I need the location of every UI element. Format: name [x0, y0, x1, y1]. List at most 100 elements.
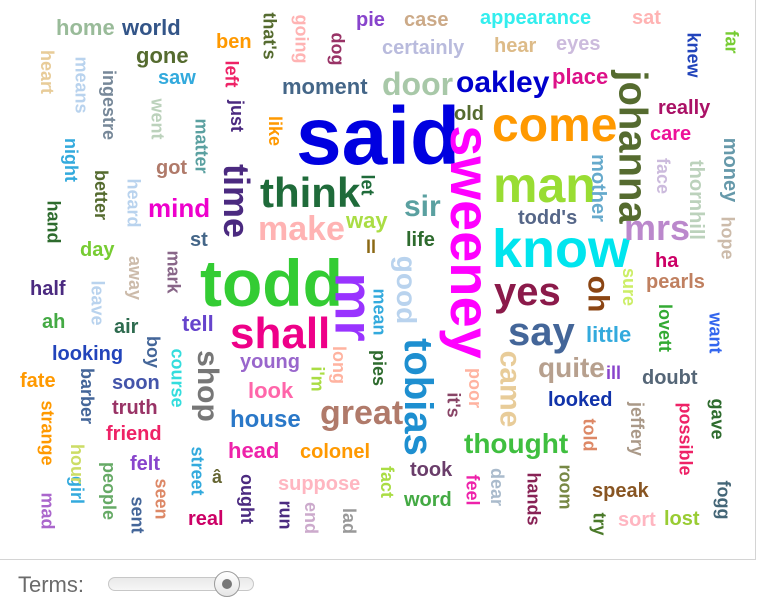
cloud-term-99[interactable]: barber: [77, 367, 98, 425]
cloud-term-108[interactable]: mark: [163, 249, 184, 294]
cloud-term-43[interactable]: possible: [675, 401, 696, 476]
cloud-term-72[interactable]: want: [705, 311, 726, 354]
cloud-term-40[interactable]: look: [248, 378, 294, 403]
cloud-term-121[interactable]: like: [265, 115, 286, 147]
cloud-term-11[interactable]: tobias: [395, 338, 440, 456]
cloud-term-70[interactable]: sure: [619, 267, 640, 307]
cloud-term-138[interactable]: sat: [632, 7, 661, 29]
cloud-term-32[interactable]: mother: [586, 154, 609, 222]
cloud-term-45[interactable]: truth: [112, 397, 158, 419]
cloud-term-62[interactable]: way: [346, 208, 388, 233]
cloud-term-6[interactable]: johanna: [610, 69, 655, 224]
cloud-term-53[interactable]: real: [188, 508, 224, 530]
cloud-term-49[interactable]: suppose: [278, 473, 361, 495]
cloud-term-87[interactable]: ought: [236, 474, 257, 524]
cloud-term-61[interactable]: st: [190, 229, 208, 251]
cloud-term-91[interactable]: street: [187, 445, 208, 496]
cloud-term-19[interactable]: sir: [404, 190, 441, 223]
cloud-term-124[interactable]: going: [290, 14, 311, 63]
cloud-term-112[interactable]: night: [60, 138, 81, 182]
cloud-term-12[interactable]: say: [508, 310, 575, 354]
cloud-term-90[interactable]: run: [275, 500, 295, 529]
cloud-term-38[interactable]: tell: [182, 311, 214, 336]
terms-slider[interactable]: [108, 571, 256, 597]
cloud-term-25[interactable]: oh: [580, 275, 614, 312]
cloud-term-132[interactable]: pie: [356, 9, 385, 31]
cloud-term-1[interactable]: sweeney: [438, 125, 502, 359]
cloud-term-94[interactable]: people: [99, 461, 120, 521]
cloud-term-31[interactable]: really: [658, 97, 711, 119]
cloud-term-115[interactable]: heart: [37, 49, 58, 95]
cloud-term-27[interactable]: house: [230, 406, 301, 433]
cloud-term-22[interactable]: good: [391, 255, 423, 325]
cloud-term-24[interactable]: thought: [464, 428, 569, 459]
cloud-term-85[interactable]: fact: [377, 465, 398, 499]
cloud-term-139[interactable]: knew: [683, 31, 704, 78]
cloud-term-107[interactable]: away: [125, 255, 146, 301]
cloud-term-57[interactable]: half: [30, 278, 66, 300]
cloud-term-131[interactable]: saw: [158, 67, 196, 89]
cloud-term-114[interactable]: ingestre: [99, 69, 120, 141]
cloud-term-103[interactable]: long: [329, 346, 349, 384]
cloud-term-96[interactable]: mad: [37, 491, 58, 530]
cloud-term-20[interactable]: came: [492, 350, 526, 427]
cloud-term-8[interactable]: shall: [230, 309, 331, 358]
cloud-term-136[interactable]: eyes: [556, 33, 601, 55]
cloud-term-120[interactable]: just: [227, 99, 248, 133]
cloud-term-51[interactable]: took: [410, 459, 453, 481]
cloud-term-81[interactable]: dear: [487, 467, 508, 507]
cloud-term-9[interactable]: think: [260, 169, 361, 216]
cloud-term-35[interactable]: pearls: [646, 271, 705, 293]
cloud-term-110[interactable]: better: [91, 169, 112, 221]
cloud-term-82[interactable]: feel: [462, 473, 483, 506]
cloud-term-73[interactable]: gave: [707, 397, 728, 440]
cloud-term-135[interactable]: hear: [494, 35, 537, 57]
cloud-term-36[interactable]: head: [228, 438, 280, 463]
cloud-term-105[interactable]: mean: [369, 287, 390, 336]
cloud-term-3[interactable]: know: [492, 219, 631, 279]
cloud-term-16[interactable]: oakley: [456, 66, 550, 99]
cloud-term-23[interactable]: quite: [538, 352, 605, 383]
cloud-term-10[interactable]: time: [216, 163, 258, 239]
cloud-term-0[interactable]: said: [296, 91, 461, 182]
cloud-term-29[interactable]: place: [552, 64, 609, 89]
cloud-term-89[interactable]: lad: [339, 507, 360, 535]
cloud-term-88[interactable]: end: [301, 501, 322, 535]
cloud-term-46[interactable]: soon: [112, 372, 160, 394]
cloud-term-66[interactable]: ha: [655, 250, 679, 272]
cloud-term-122[interactable]: let: [357, 173, 378, 196]
cloud-term-42[interactable]: doubt: [642, 367, 698, 389]
cloud-term-126[interactable]: old: [454, 103, 484, 125]
cloud-term-84[interactable]: it's: [443, 391, 464, 418]
cloud-term-48[interactable]: felt: [130, 453, 160, 475]
cloud-term-75[interactable]: jeffery: [627, 401, 648, 457]
cloud-term-65[interactable]: todd's: [518, 207, 578, 229]
cloud-term-60[interactable]: day: [80, 239, 115, 261]
cloud-term-47[interactable]: looking: [52, 343, 124, 365]
cloud-term-129[interactable]: gone: [136, 43, 189, 68]
cloud-term-93[interactable]: sent: [127, 495, 148, 534]
cloud-term-21[interactable]: shop: [190, 350, 224, 422]
cloud-term-54[interactable]: lost: [664, 508, 700, 530]
cloud-term-14[interactable]: great: [320, 394, 404, 432]
cloud-term-102[interactable]: i'm: [307, 365, 328, 392]
cloud-term-111[interactable]: hand: [43, 200, 63, 243]
cloud-term-77[interactable]: told: [579, 418, 599, 451]
cloud-term-37[interactable]: colonel: [300, 441, 371, 463]
cloud-term-76[interactable]: ill: [606, 363, 622, 383]
cloud-term-140[interactable]: far: [721, 29, 742, 54]
cloud-term-5[interactable]: man: [493, 157, 596, 213]
cloud-term-13[interactable]: yes: [494, 270, 561, 314]
cloud-term-104[interactable]: pies: [369, 349, 390, 387]
cloud-term-116[interactable]: went: [147, 97, 168, 140]
cloud-term-130[interactable]: ben: [216, 31, 252, 53]
cloud-term-4[interactable]: come: [492, 99, 618, 152]
cloud-term-33[interactable]: thornhill: [684, 160, 707, 240]
cloud-term-63[interactable]: life: [406, 229, 435, 251]
cloud-term-41[interactable]: looked: [548, 389, 613, 411]
cloud-term-56[interactable]: fate: [20, 370, 56, 392]
cloud-term-134[interactable]: certainly: [382, 37, 465, 59]
cloud-term-50[interactable]: speak: [592, 480, 649, 502]
cloud-term-64[interactable]: ll: [366, 237, 377, 257]
cloud-term-113[interactable]: means: [71, 55, 92, 114]
